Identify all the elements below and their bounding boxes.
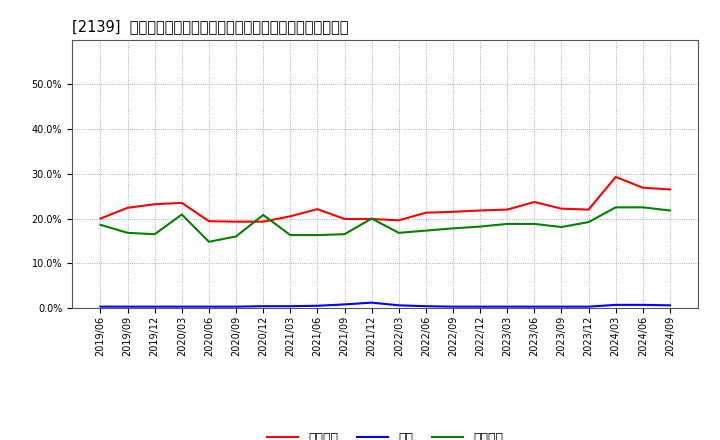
㛋入債務: [449, 226, 457, 231]
売上債権: [449, 209, 457, 214]
㛋入債務: [286, 232, 294, 238]
売上債権: [665, 187, 674, 192]
売上債権: [259, 219, 268, 224]
売上債権: [123, 205, 132, 210]
在庫: [341, 302, 349, 307]
㛋入債務: [150, 231, 159, 237]
在庫: [259, 304, 268, 309]
㛋入債務: [367, 216, 376, 221]
在庫: [530, 304, 539, 309]
在庫: [639, 302, 647, 308]
在庫: [232, 304, 240, 309]
㛋入債務: [476, 224, 485, 229]
㛋入債務: [421, 228, 430, 233]
Line: 㛋入債務: 㛋入債務: [101, 207, 670, 242]
㛋入債務: [96, 222, 105, 227]
在庫: [476, 304, 485, 309]
在庫: [150, 304, 159, 309]
在庫: [204, 304, 213, 309]
㛋入債務: [232, 234, 240, 239]
㛋入債務: [557, 224, 566, 230]
㛋入債務: [584, 220, 593, 225]
在庫: [395, 303, 403, 308]
Line: 在庫: 在庫: [101, 303, 670, 307]
在庫: [584, 304, 593, 309]
在庫: [611, 302, 620, 308]
㛋入債務: [503, 221, 511, 227]
㛋入債務: [395, 230, 403, 235]
在庫: [503, 304, 511, 309]
売上債権: [503, 207, 511, 212]
在庫: [449, 304, 457, 309]
在庫: [178, 304, 186, 309]
㛋入債務: [611, 205, 620, 210]
Text: [2139]  売上債権、在庫、㛋入債務の総資産に対する比率の推移: [2139] 売上債権、在庫、㛋入債務の総資産に対する比率の推移: [72, 19, 348, 34]
㛋入債務: [259, 213, 268, 218]
売上債権: [584, 207, 593, 212]
㛋入債務: [313, 232, 322, 238]
売上債権: [611, 174, 620, 180]
在庫: [123, 304, 132, 309]
売上債権: [341, 216, 349, 222]
㛋入債務: [530, 221, 539, 227]
売上債権: [178, 200, 186, 205]
㛋入債務: [665, 208, 674, 213]
㛋入債務: [341, 231, 349, 237]
売上債権: [150, 202, 159, 207]
売上債権: [395, 218, 403, 223]
在庫: [557, 304, 566, 309]
売上債権: [639, 185, 647, 191]
在庫: [367, 300, 376, 305]
在庫: [313, 303, 322, 308]
売上債権: [232, 219, 240, 224]
㛋入債務: [123, 230, 132, 235]
㛋入債務: [178, 212, 186, 217]
Line: 売上債権: 売上債権: [101, 177, 670, 222]
在庫: [286, 304, 294, 309]
売上債権: [530, 199, 539, 205]
Legend: 売上債権, 在庫, 㛋入債務: 売上債権, 在庫, 㛋入債務: [262, 427, 508, 440]
売上債権: [367, 216, 376, 222]
㛋入債務: [639, 205, 647, 210]
売上債権: [557, 206, 566, 211]
売上債権: [96, 216, 105, 221]
在庫: [665, 303, 674, 308]
売上債権: [313, 206, 322, 212]
売上債権: [476, 208, 485, 213]
在庫: [96, 304, 105, 309]
売上債権: [286, 214, 294, 219]
㛋入債務: [204, 239, 213, 245]
在庫: [421, 304, 430, 309]
売上債権: [421, 210, 430, 215]
売上債権: [204, 219, 213, 224]
